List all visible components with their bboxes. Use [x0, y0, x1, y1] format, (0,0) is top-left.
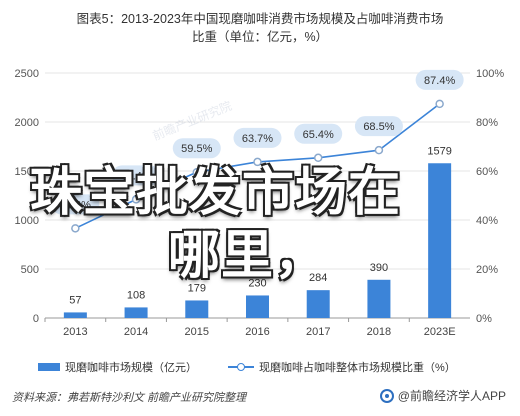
line-point [374, 145, 384, 155]
legend-swatch-bar [38, 363, 60, 371]
bar [306, 290, 330, 318]
line-value-label: 59.5% [181, 143, 212, 155]
brand-logo-icon [379, 388, 394, 403]
bar [428, 163, 452, 318]
legend-swatch-line [228, 362, 254, 372]
bar-value-label: 57 [69, 294, 81, 306]
y-right-tick-label: 100% [476, 68, 504, 80]
x-tick-label: 2016 [245, 326, 269, 338]
bar [367, 279, 391, 318]
chart-title-line1: 图表5：2013-2023年中国现磨咖啡消费市场规模及占咖啡消费市场 [76, 12, 444, 26]
x-tick-label: 2023E [424, 326, 456, 338]
legend-item-bar: 现磨咖啡市场规模（亿元） [38, 359, 197, 375]
line-label-bubble [172, 138, 221, 159]
chart-title-line2: 比重（单位：亿元，%） [191, 30, 329, 44]
bar [246, 295, 269, 318]
line-label-bubble [415, 69, 464, 90]
line-value-label: 63.7% [242, 133, 273, 145]
y-left-tick-label: 2500 [15, 68, 39, 80]
line-point [435, 99, 444, 109]
legend-item-line: 现磨咖啡占咖啡整体市场规模比重（%） [228, 359, 456, 375]
brand: @前瞻经济学人APP [379, 387, 506, 404]
x-tick-label: 2017 [306, 326, 330, 338]
line-point [313, 153, 323, 163]
bar-value-label: 1579 [427, 145, 451, 157]
y-right-tick-label: 80% [476, 117, 498, 129]
line-label-bubble [51, 194, 100, 215]
line-value-label: 48.4% [120, 170, 151, 182]
line-label-bubble [233, 127, 282, 148]
y-right-tick-label: 60% [476, 166, 498, 178]
bar-value-label: 284 [309, 272, 327, 284]
line-value-label: 68.5% [363, 121, 394, 133]
overlay-text-line2: 哪里， [168, 227, 328, 285]
bar-value-label: 179 [188, 282, 206, 294]
source-note: 资料来源：弗若斯特沙利文 前瞻产业研究院整理 [12, 392, 247, 404]
line-point [71, 224, 80, 233]
line-point [253, 157, 262, 167]
y-right-tick-label: 40% [476, 215, 498, 227]
y-left-tick-label: 500 [21, 264, 39, 276]
brand-label: @前瞻经济学人APP [397, 389, 506, 403]
y-left-tick-label: 1500 [15, 166, 39, 178]
bar [124, 307, 148, 318]
overlay-text-line1: 珠宝批发市场在 [30, 164, 402, 222]
bar-value-label: 108 [127, 289, 145, 301]
line-value-label: 65.4% [303, 129, 334, 141]
bar [63, 312, 87, 318]
line-label-bubble [294, 123, 343, 144]
x-tick-label: 2014 [124, 326, 148, 338]
legend: 现磨咖啡市场规模（亿元） 现磨咖啡占咖啡整体市场规模比重（%） [0, 359, 520, 375]
y-right-tick-label: 20% [476, 264, 498, 276]
line-value-label: 87.4% [424, 75, 455, 87]
bar [185, 300, 209, 318]
line-label-bubble [354, 116, 403, 137]
bar-value-label: 390 [370, 262, 388, 274]
line-point [131, 195, 141, 204]
y-right-tick-label: 0% [476, 313, 492, 325]
line-point [192, 167, 202, 177]
line-value-label: 36.6% [60, 199, 91, 211]
y-left-tick-label: 2000 [15, 117, 39, 129]
x-tick-label: 2013 [63, 326, 87, 338]
x-tick-label: 2015 [185, 326, 209, 338]
chart-title: 图表5：2013-2023年中国现磨咖啡消费市场规模及占咖啡消费市场 比重（单位… [0, 10, 520, 46]
legend-label-bar: 现磨咖啡市场规模（亿元） [65, 362, 197, 374]
x-tick-label: 2018 [367, 326, 391, 338]
legend-label-line: 现磨咖啡占咖啡整体市场规模比重（%） [259, 362, 456, 374]
y-left-tick-label: 0 [33, 313, 39, 325]
y-left-tick-label: 1000 [15, 215, 39, 227]
bar-value-label: 230 [248, 277, 266, 289]
line-label-bubble [112, 165, 161, 186]
